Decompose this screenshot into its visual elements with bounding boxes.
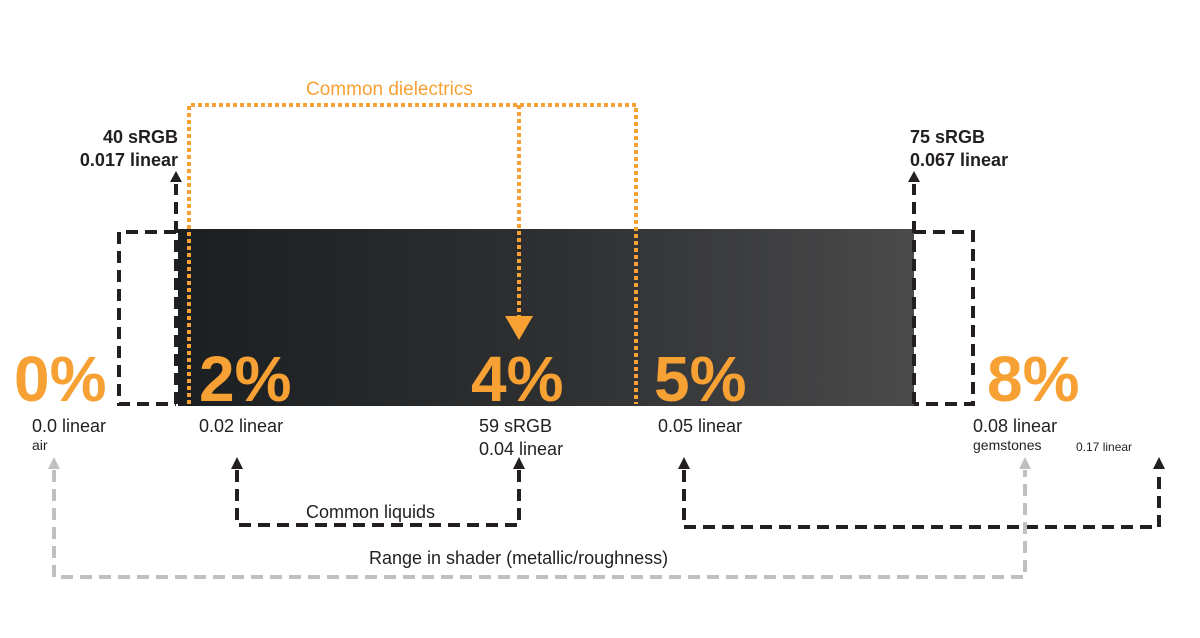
percent-0: 0% xyxy=(14,343,107,415)
percent-5: 5% xyxy=(654,343,747,415)
high-bound-srgb: 75 sRGB xyxy=(910,127,986,147)
liquids-bracket xyxy=(235,470,521,527)
dielectrics-label: Common dielectrics xyxy=(306,79,473,100)
shader-range-left-arrowhead xyxy=(48,457,60,469)
shader-range-label: Range in shader (metallic/roughness) xyxy=(369,548,669,568)
high-bound-linear: 0.067 linear xyxy=(910,150,1009,170)
percent-8: 8% xyxy=(987,343,1080,415)
value-5-linear: 0.05 linear xyxy=(658,416,743,436)
low-bound-srgb: 40 sRGB xyxy=(102,127,178,147)
low-bound-linear: 0.017 linear xyxy=(79,150,178,170)
left-bracket xyxy=(117,230,176,406)
upper-range-left-arrowhead xyxy=(678,457,690,469)
liquids-left-arrowhead xyxy=(231,457,243,469)
value-0-name: air xyxy=(32,437,48,453)
reflectance-gradient-bar xyxy=(178,229,914,406)
value-4-srgb: 59 sRGB xyxy=(479,416,553,436)
upper-range-bracket xyxy=(682,470,1161,529)
value-17-linear: 0.17 linear xyxy=(1076,440,1133,454)
upper-range-right-arrowhead xyxy=(1153,457,1165,469)
shader-range-right-arrowhead xyxy=(1019,457,1031,469)
right-bracket xyxy=(914,230,975,406)
shader-range-bracket xyxy=(52,470,1027,579)
percent-2: 2% xyxy=(199,343,292,415)
right-bound-arrowhead xyxy=(908,171,920,182)
dielectrics-bracket xyxy=(187,103,638,404)
dielectrics-arrowhead xyxy=(505,316,533,340)
percent-4: 4% xyxy=(471,343,564,415)
left-bound-arrowhead xyxy=(170,171,182,182)
value-2-linear: 0.02 linear xyxy=(199,416,284,436)
liquids-label: Common liquids xyxy=(306,502,436,522)
value-0-linear: 0.0 linear xyxy=(32,416,107,436)
value-8-name: gemstones xyxy=(973,437,1042,453)
value-4-linear: 0.04 linear xyxy=(479,439,564,459)
liquids-right-arrowhead xyxy=(513,457,525,469)
value-8-linear: 0.08 linear xyxy=(973,416,1058,436)
